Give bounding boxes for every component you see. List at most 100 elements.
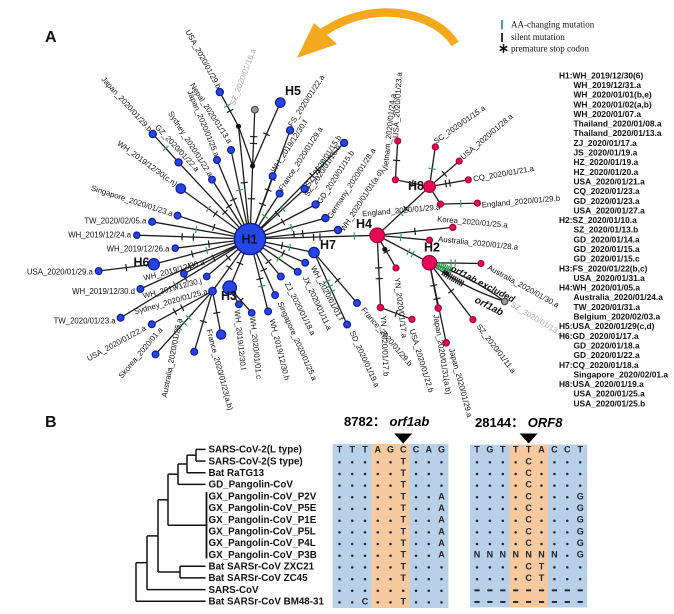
- svg-text:YN_2020/01/17.b: YN_2020/01/17.b: [379, 315, 391, 377]
- svg-text:T: T: [400, 596, 406, 606]
- svg-text:GX_Pangolin-CoV_P2V: GX_Pangolin-CoV_P2V: [209, 491, 317, 502]
- svg-text:SARS-CoV-2(S type): SARS-CoV-2(S type): [209, 456, 303, 467]
- svg-text:Singapore_2020/02/01.a: Singapore_2020/02/01.a: [574, 369, 669, 379]
- svg-text:N: N: [525, 550, 532, 560]
- svg-text:H3: H3: [221, 289, 237, 303]
- svg-text:GD_2020/01/15.c: GD_2020/01/15.c: [574, 254, 640, 264]
- svg-text:USA_2020/01/27.a: USA_2020/01/27.a: [574, 205, 646, 215]
- svg-text:Bat RaTG13: Bat RaTG13: [209, 468, 265, 479]
- svg-text:8782： orf1ab: 8782： orf1ab: [344, 414, 429, 429]
- svg-text:C: C: [413, 445, 420, 455]
- svg-text:H2:SZ_2020/01/10.a: H2:SZ_2020/01/10.a: [559, 215, 637, 225]
- svg-text:Australia_2020/01/24.a: Australia_2020/01/24.a: [574, 292, 664, 302]
- svg-text:WH_2020/01/01(b,e): WH_2020/01/01(b,e): [574, 90, 652, 100]
- svg-text:T: T: [362, 445, 368, 455]
- svg-text:SARS-CoV-2(L type): SARS-CoV-2(L type): [209, 445, 302, 456]
- svg-text:T: T: [337, 445, 343, 455]
- svg-text:C: C: [525, 538, 532, 548]
- svg-text:GX_Pangolin-CoV_P4L: GX_Pangolin-CoV_P4L: [209, 538, 316, 549]
- svg-text:GD_2020/01/15.a: GD_2020/01/15.a: [574, 244, 640, 254]
- svg-text:USA_2020/01/29.a: USA_2020/01/29.a: [27, 267, 94, 276]
- svg-text:T: T: [539, 561, 545, 571]
- svg-text:T: T: [400, 468, 406, 478]
- svg-text:T: T: [400, 526, 406, 536]
- svg-text:TW_2020/01/23.a: TW_2020/01/23.a: [54, 317, 117, 326]
- svg-text:GX_Pangolin-CoV_P1E: GX_Pangolin-CoV_P1E: [209, 515, 317, 526]
- svg-text:T: T: [577, 445, 583, 455]
- svg-text:H1: H1: [242, 233, 258, 247]
- svg-text:WH_2019/12/26.a: WH_2019/12/26.a: [107, 245, 171, 254]
- svg-text:GD_2020/01/22.a: GD_2020/01/22.a: [574, 350, 640, 360]
- svg-text:C: C: [525, 503, 532, 513]
- svg-text:N: N: [500, 550, 507, 560]
- svg-text:GD_2020/01/18.a: GD_2020/01/18.a: [574, 341, 640, 351]
- svg-text:C: C: [525, 515, 532, 525]
- svg-text:USA_2020/01/25.b: USA_2020/01/25.b: [574, 398, 646, 408]
- svg-text:Thailand_2020/01/08.a: Thailand_2020/01/08.a: [574, 119, 662, 129]
- svg-text:H8: H8: [408, 179, 424, 193]
- svg-text:A: A: [438, 526, 445, 536]
- svg-text:T: T: [513, 445, 519, 455]
- svg-text:B: B: [45, 414, 57, 431]
- svg-text:SARS-CoV: SARS-CoV: [209, 585, 260, 596]
- svg-text:G: G: [387, 445, 394, 455]
- svg-text:T: T: [539, 573, 545, 583]
- svg-text:Bat SARSr-CoV ZC45: Bat SARSr-CoV ZC45: [209, 573, 309, 584]
- svg-text:H1:WH_2019/12/30(6): H1:WH_2019/12/30(6): [559, 70, 643, 80]
- svg-text:N: N: [474, 550, 481, 560]
- svg-text:HZ_2020/01/19.a: HZ_2020/01/19.a: [574, 157, 639, 167]
- svg-text:H2: H2: [424, 241, 440, 255]
- svg-text:C: C: [525, 480, 532, 490]
- svg-text:G: G: [577, 526, 584, 536]
- svg-text:T: T: [400, 515, 406, 525]
- svg-text:WH_2020/01/07.a: WH_2020/01/07.a: [574, 109, 642, 119]
- svg-text:C: C: [551, 445, 558, 455]
- svg-text:C: C: [525, 526, 532, 536]
- svg-text:G: G: [577, 550, 584, 560]
- svg-text:AA-changing mutation: AA-changing mutation: [511, 20, 595, 30]
- svg-text:H6:GD_2020/01/17.a: H6:GD_2020/01/17.a: [559, 331, 639, 341]
- svg-text:USA_2020/01/23.a: USA_2020/01/23.a: [391, 71, 404, 138]
- svg-text:28144： ORF8: 28144： ORF8: [475, 415, 563, 430]
- svg-text:A: A: [438, 491, 445, 501]
- svg-text:USA_2020/01/31.a: USA_2020/01/31.a: [574, 273, 646, 283]
- svg-text:H7:CQ_2020/01/18.a: H7:CQ_2020/01/18.a: [559, 360, 639, 370]
- svg-text:C: C: [564, 445, 571, 455]
- svg-text:T: T: [526, 445, 532, 455]
- svg-text:GX_Pangolin-CoV_P5E: GX_Pangolin-CoV_P5E: [209, 503, 317, 514]
- svg-text:C: C: [525, 468, 532, 478]
- svg-text:C: C: [362, 596, 369, 606]
- svg-text:A: A: [426, 445, 433, 455]
- svg-text:H3:FS_2020/01/22(b,c): H3:FS_2020/01/22(b,c): [559, 263, 648, 273]
- svg-text:USA_2020/01/25.a: USA_2020/01/25.a: [574, 389, 646, 399]
- svg-text:USA_2020/01/21.a: USA_2020/01/21.a: [574, 177, 646, 187]
- svg-text:GD_Pangolin-CoV: GD_Pangolin-CoV: [209, 480, 294, 491]
- svg-text:GX_Pangolin-CoV_P3B: GX_Pangolin-CoV_P3B: [209, 550, 317, 561]
- svg-text:H6: H6: [134, 256, 150, 270]
- svg-text:T: T: [400, 456, 406, 466]
- svg-text:Belgium_2020/02/03.a: Belgium_2020/02/03.a: [574, 312, 661, 322]
- svg-text:N: N: [551, 550, 558, 560]
- svg-text:A: A: [438, 538, 445, 548]
- svg-text:G: G: [577, 538, 584, 548]
- svg-text:G: G: [438, 445, 445, 455]
- svg-text:A: A: [45, 29, 57, 46]
- svg-text:H4:WH_2020/01/05.a: H4:WH_2020/01/05.a: [559, 283, 640, 293]
- svg-text:A: A: [438, 550, 445, 560]
- svg-text:T: T: [400, 503, 406, 513]
- svg-text:H7: H7: [320, 238, 336, 252]
- svg-text:WH_2019/12/24.a: WH_2019/12/24.a: [68, 231, 132, 240]
- svg-text:N: N: [538, 550, 545, 560]
- svg-text:H5: H5: [285, 84, 301, 98]
- svg-text:H5:USA_2020/01/29(c,d): H5:USA_2020/01/29(c,d): [559, 321, 655, 331]
- svg-text:A: A: [538, 445, 545, 455]
- svg-text:GD_2020/01/23.a: GD_2020/01/23.a: [574, 196, 640, 206]
- svg-text:WH_2019/12/30.d: WH_2019/12/30.d: [72, 287, 135, 296]
- svg-text:JS_2020/01/19.a: JS_2020/01/19.a: [574, 148, 638, 158]
- svg-text:C: C: [525, 456, 532, 466]
- svg-text:T: T: [400, 491, 406, 501]
- svg-text:A: A: [438, 503, 445, 513]
- svg-text:WH_2019/12/31.a: WH_2019/12/31.a: [574, 80, 642, 90]
- svg-text:A: A: [438, 515, 445, 525]
- svg-text:G: G: [577, 491, 584, 501]
